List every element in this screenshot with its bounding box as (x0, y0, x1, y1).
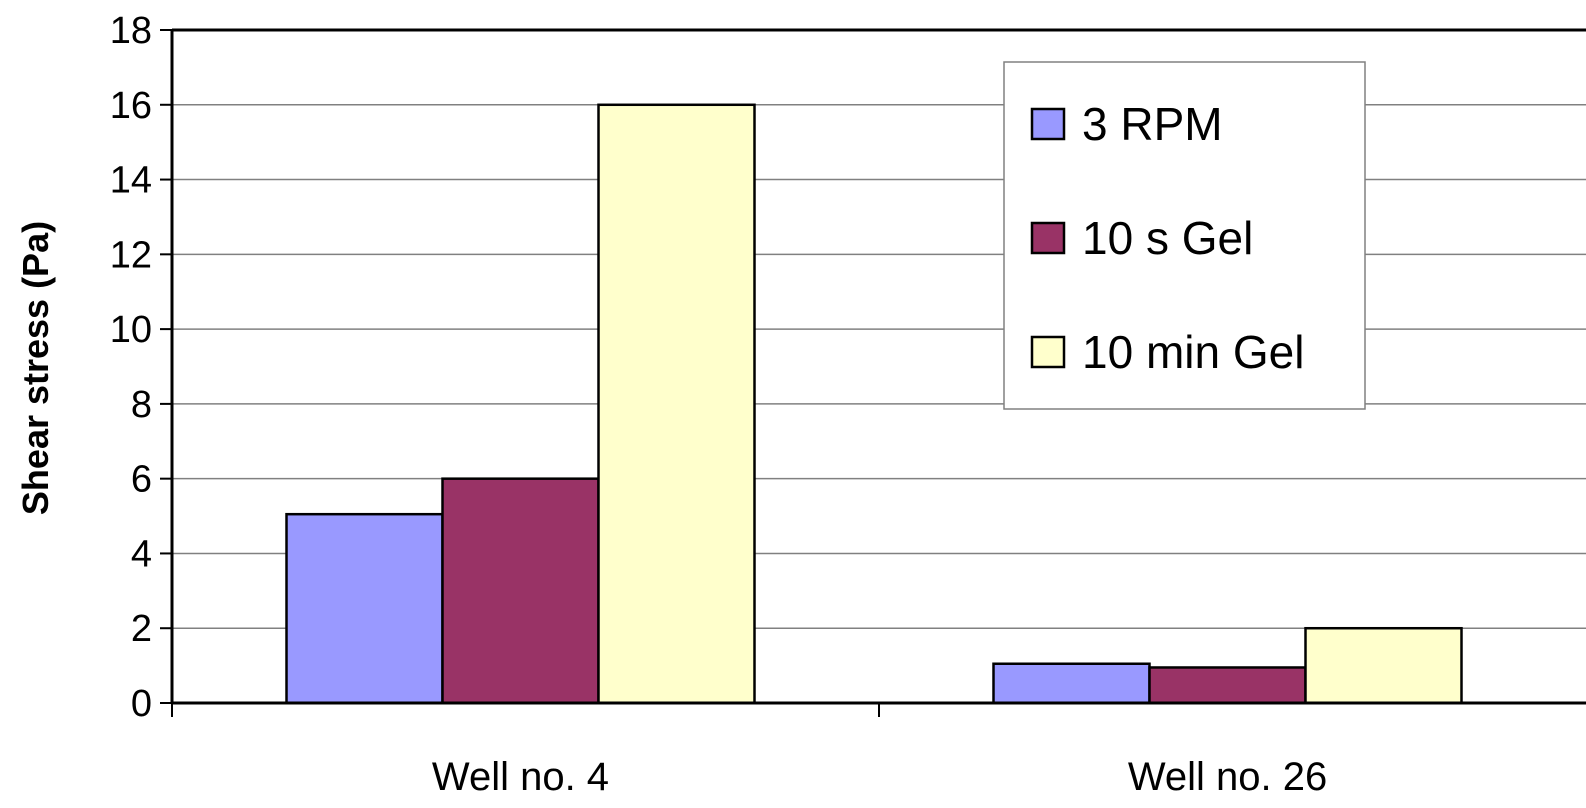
y-tick-label: 8 (131, 384, 152, 426)
legend-entry-label: 3 RPM (1082, 98, 1223, 150)
y-tick-label: 16 (110, 85, 152, 127)
y-tick-label: 18 (110, 10, 152, 52)
y-tick-label: 10 (110, 309, 152, 351)
bar (992, 662, 1151, 705)
y-tick-label: 12 (110, 234, 152, 276)
legend-swatch (1030, 221, 1066, 255)
bar (441, 477, 600, 705)
x-category-label: Well no. 4 (432, 755, 609, 799)
y-axis-ticks: 0 2 4 6 8 10 12 14 16 18 (110, 10, 172, 725)
legend-swatch (1030, 335, 1066, 369)
x-category-label: Well no. 26 (1128, 755, 1327, 799)
legend: 3 RPM 10 s Gel 10 min Gel (1003, 61, 1366, 410)
y-tick-label: 6 (131, 459, 152, 501)
bar (1148, 666, 1307, 705)
legend-entry-label: 10 min Gel (1082, 326, 1304, 378)
bar-groups (285, 103, 1463, 705)
y-tick-label: 0 (131, 683, 152, 725)
legend-entry-label: 10 s Gel (1082, 212, 1253, 264)
y-tick-label: 2 (131, 608, 152, 650)
y-tick-label: 4 (131, 533, 152, 575)
y-tick-label: 14 (110, 160, 152, 202)
bar (1304, 626, 1463, 705)
bar (285, 512, 444, 705)
bar (597, 103, 756, 705)
legend-swatch (1030, 107, 1066, 141)
x-axis-categories: Well no. 4 Well no. 26 (171, 703, 1327, 799)
y-axis-title: Shear stress (Pa) (15, 221, 56, 515)
